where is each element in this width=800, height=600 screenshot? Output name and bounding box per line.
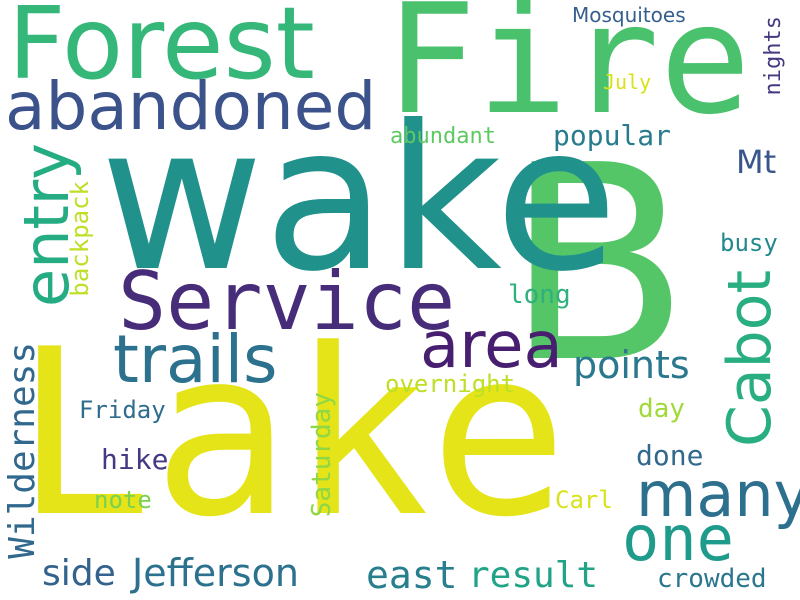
word-busy: busy (720, 229, 778, 257)
word-done: done (636, 439, 704, 472)
word-wake: wake (100, 83, 618, 316)
word-fire: Fire (385, 0, 752, 148)
word-cabot: Cabot (715, 270, 785, 447)
word-mosquitoes: Mosquitoes (572, 3, 686, 27)
word-east: east (366, 553, 458, 597)
word-day: day (638, 394, 685, 424)
word-many: many (636, 458, 800, 531)
word-abundant: abundant (390, 124, 496, 149)
word-wilderness: Wilderness (2, 342, 43, 559)
word-forest: Forest (8, 0, 315, 102)
word-crowded: crowded (657, 564, 767, 594)
word-long: long (508, 280, 571, 310)
word-note: note (94, 486, 152, 514)
word-trails: trails (113, 321, 278, 398)
word-lake: Lake (14, 301, 568, 568)
word-july: July (603, 70, 652, 94)
word-abandoned: abandoned (5, 68, 377, 145)
word-hike: hike (101, 443, 169, 476)
word-side: side (42, 553, 116, 594)
word-service: Service (118, 255, 456, 348)
word-backpack: backpack (66, 181, 94, 297)
word-jefferson: Jefferson (132, 551, 299, 595)
word-saturday: Saturday (307, 392, 337, 518)
word-area: area (420, 309, 563, 383)
word-nights: nights (761, 16, 786, 96)
word-mt: Mt (736, 143, 777, 181)
word-one: one (622, 502, 734, 575)
word-points: points (573, 343, 690, 387)
word-overnight: overnight (385, 370, 516, 398)
word-b: B (505, 107, 691, 422)
word-friday: Friday (79, 396, 166, 424)
word-carl: Carl (555, 486, 613, 514)
word-result: result (468, 555, 599, 596)
word-popular: popular (553, 119, 672, 152)
